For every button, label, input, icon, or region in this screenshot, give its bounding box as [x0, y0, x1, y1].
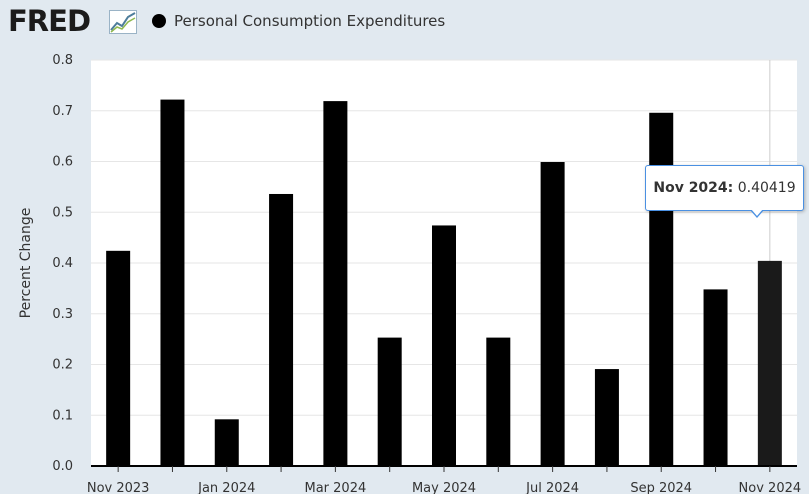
bar-jul-2024	[540, 162, 565, 466]
line-chart-logo-icon	[109, 10, 137, 34]
y-tick-label: 0.0	[52, 459, 73, 474]
bar-jun-2024	[486, 337, 511, 466]
bar-oct-2024	[703, 289, 728, 466]
y-tick-label: 0.7	[52, 104, 73, 119]
tooltip-pointer-fill	[751, 209, 763, 216]
y-axis-title: Percent Change	[18, 208, 34, 319]
y-tick-label: 0.2	[52, 358, 73, 373]
fred-logo[interactable]: FRED	[8, 4, 91, 38]
legend-label: Personal Consumption Expenditures	[174, 12, 446, 30]
x-tick-label: Nov 2024	[739, 481, 802, 494]
y-tick-label: 0.6	[52, 155, 73, 170]
x-tick-label: Sep 2024	[630, 481, 692, 494]
bar-dec-2023	[160, 99, 185, 467]
bar-nov-2024	[757, 260, 782, 466]
bar-may-2024	[432, 225, 456, 466]
bar-mar-2024	[323, 101, 348, 467]
x-tick-label: Jan 2024	[197, 481, 255, 494]
bar-nov-2023	[106, 250, 131, 466]
y-tick-label: 0.3	[52, 307, 73, 322]
chart-header: FRED Personal Consumption Expenditures	[0, 0, 809, 44]
y-tick-label: 0.4	[52, 256, 73, 271]
bar-feb-2024	[269, 193, 294, 467]
y-tick-label: 0.5	[52, 205, 73, 220]
data-tooltip: Nov 2024: 0.40419	[645, 165, 804, 211]
bar-jan-2024	[214, 419, 239, 466]
tooltip-value: 0.40419	[737, 180, 796, 196]
x-tick-label: Nov 2023	[87, 481, 150, 494]
x-tick-label: Jul 2024	[525, 481, 579, 494]
bar-apr-2024	[377, 337, 402, 466]
bar-aug-2024	[594, 369, 619, 466]
y-tick-label: 0.1	[52, 408, 73, 423]
legend-marker-icon	[152, 14, 166, 28]
tooltip-date: Nov 2024:	[653, 180, 734, 196]
y-tick-label: 0.8	[52, 53, 73, 68]
x-tick-label: Mar 2024	[305, 481, 367, 494]
x-tick-label: May 2024	[412, 481, 476, 494]
